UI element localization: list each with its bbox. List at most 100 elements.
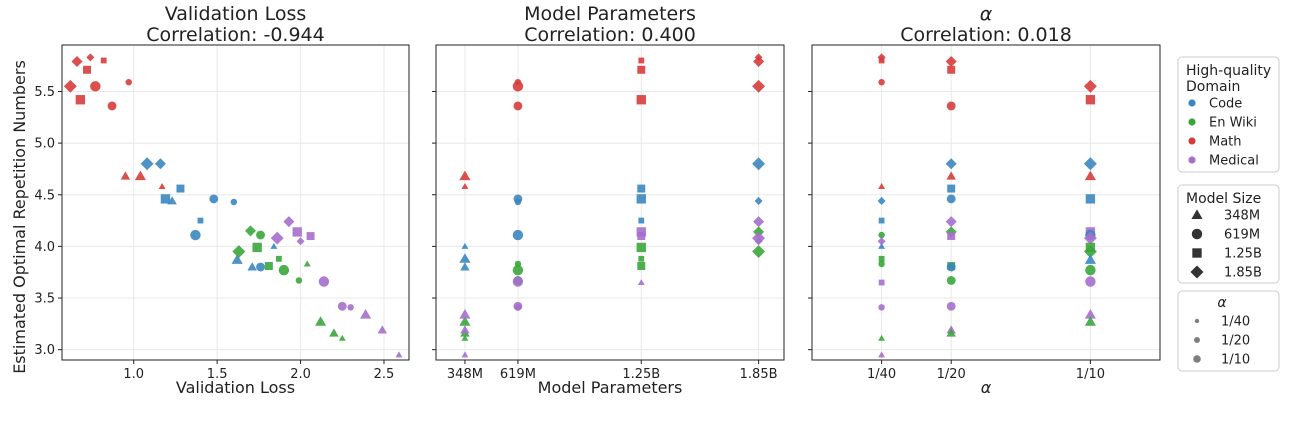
data-point-code: [512, 229, 524, 241]
data-point-medical: [270, 231, 284, 245]
data-point-math: [75, 95, 86, 105]
data-point-math: [637, 65, 646, 74]
data-point-code: [167, 196, 177, 205]
data-point-en-wiki: [315, 316, 327, 326]
data-point-code: [140, 157, 154, 171]
data-point-en-wiki: [878, 334, 886, 341]
legend-model-size: Model Size 348M 619M 1.25B 1.85B: [1177, 184, 1280, 284]
data-point-medical: [1085, 276, 1096, 287]
data-point-medical: [637, 232, 646, 241]
x-axis-label: Validation Loss: [176, 378, 295, 397]
y-tick-label: 4.5: [34, 188, 55, 203]
data-point-math: [752, 79, 766, 93]
data-point-code: [197, 217, 204, 224]
legend-marker: [1191, 209, 1203, 220]
data-point-en-wiki: [1085, 264, 1096, 276]
legend-item-label: Medical: [1209, 154, 1259, 169]
data-point-code: [878, 217, 885, 224]
data-point-math: [71, 56, 83, 68]
chart-subtitle: Correlation: -0.944: [146, 24, 324, 46]
chart-subtitle: Correlation: 0.018: [900, 24, 1072, 46]
x-tick-label: 1.25B: [622, 367, 660, 382]
data-point-medical: [637, 279, 645, 286]
x-tick-label: 1/40: [867, 367, 896, 382]
data-point-medical: [306, 232, 315, 241]
plot-frame: [61, 44, 410, 361]
data-point-en-wiki: [878, 255, 885, 262]
data-point-en-wiki: [275, 255, 282, 262]
x-tick-label: 1.5: [207, 367, 228, 382]
data-point-math: [63, 79, 77, 93]
data-point-math: [90, 81, 101, 92]
data-point-math: [134, 170, 146, 181]
data-point-code: [459, 253, 471, 263]
chart-subtitle: Correlation: 0.400: [524, 24, 696, 46]
data-point-code: [637, 184, 646, 193]
legend-marker: [1194, 337, 1200, 343]
data-point-medical: [459, 308, 471, 319]
data-point-math: [125, 78, 132, 86]
plot-frame: [435, 44, 785, 361]
data-point-code: [460, 262, 470, 271]
data-point-medical: [946, 301, 956, 311]
x-tick-label: 2.0: [290, 367, 311, 382]
data-point-code: [231, 254, 243, 264]
x-tick-label: 1/20: [937, 367, 966, 382]
data-point-math: [946, 101, 956, 111]
plot-frame: [811, 44, 1161, 361]
legend-title: α: [1217, 295, 1227, 311]
x-tick-label: 1/10: [1076, 367, 1105, 382]
y-tick-label: 5.5: [34, 85, 55, 100]
x-tick-label: 1.0: [123, 367, 144, 382]
data-point-medical: [461, 351, 469, 358]
data-point-math: [947, 65, 956, 74]
legend-item-label: En Wiki: [1209, 116, 1257, 131]
data-point-math: [753, 56, 765, 68]
data-point-code: [514, 198, 522, 206]
data-point-math: [461, 183, 469, 189]
data-point-en-wiki: [252, 242, 262, 253]
data-point-en-wiki: [329, 328, 339, 337]
data-point-math: [636, 95, 646, 105]
data-point-code: [946, 194, 956, 204]
data-point-en-wiki: [278, 264, 290, 276]
panel-1: 1.0 1.5 2.0 2.5 3.0 3.5 4.0 4.5 5.0 5.5 Validation…: [34, 3, 410, 397]
y-tick-label: 3.5: [34, 292, 55, 307]
data-point-medical: [636, 227, 646, 237]
data-point-math: [878, 78, 885, 86]
data-point-code: [754, 196, 763, 205]
data-point-en-wiki: [264, 262, 273, 270]
data-point-code: [945, 158, 957, 170]
data-point-code: [636, 194, 646, 204]
x-tick-label: 2.5: [374, 367, 395, 382]
data-point-code: [160, 194, 171, 204]
legend-marker: [1194, 318, 1200, 324]
legend-item-label: 348M: [1224, 209, 1260, 224]
data-point-code: [752, 157, 766, 171]
data-point-en-wiki: [946, 328, 956, 337]
data-point-medical: [754, 237, 763, 246]
legend-title: High-quality: [1186, 63, 1271, 79]
data-point-code: [256, 262, 265, 272]
data-point-medical: [514, 304, 522, 311]
data-point-math: [878, 57, 885, 64]
data-point-code: [878, 242, 886, 249]
data-point-en-wiki: [512, 264, 524, 276]
data-point-code: [176, 184, 185, 193]
legend-item-label: 619M: [1224, 228, 1260, 243]
legend-item-label: Math: [1209, 135, 1242, 150]
data-point-en-wiki: [946, 276, 956, 285]
data-point-code: [230, 198, 238, 206]
data-point-math: [100, 57, 107, 64]
data-point-code: [209, 194, 219, 204]
x-axis-label: Model Parameters: [538, 378, 683, 397]
data-point-medical: [877, 237, 886, 246]
data-point-en-wiki: [638, 255, 645, 262]
legend-alpha: α 1/40 1/20 1/10: [1177, 290, 1280, 372]
y-tick-label: 3.0: [34, 343, 55, 358]
legend-title: Domain: [1186, 79, 1240, 95]
data-point-math: [946, 171, 956, 180]
data-point-medical: [296, 237, 305, 246]
